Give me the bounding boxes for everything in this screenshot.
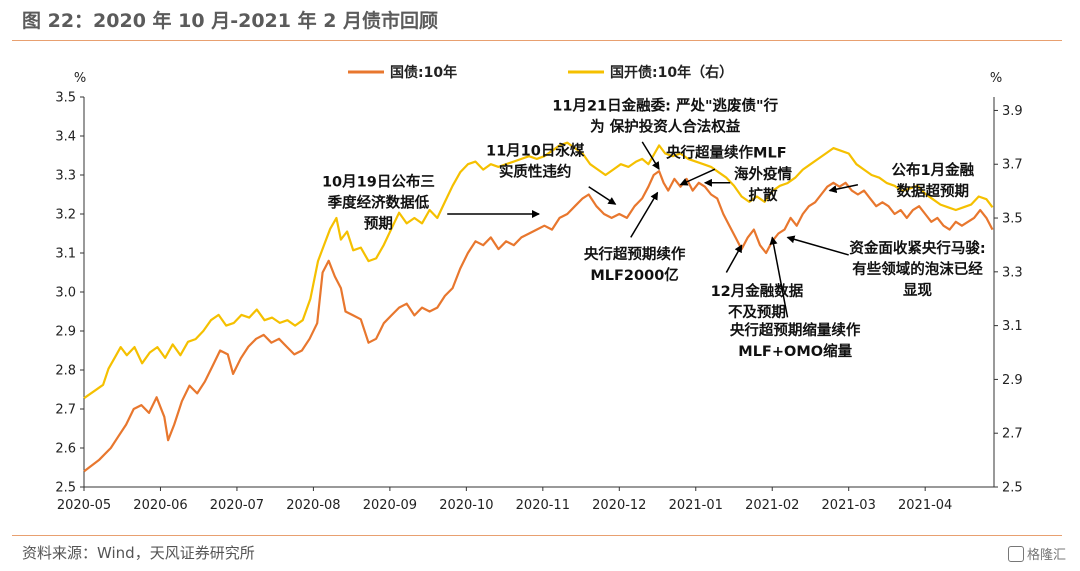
left-tick-label: 2.8 xyxy=(55,364,76,379)
annotation-text: 不及预期 xyxy=(728,303,786,321)
right-tick-label: 2.9 xyxy=(1002,373,1023,388)
annotation-arrow xyxy=(588,186,617,205)
annotation-arrow xyxy=(641,141,660,171)
legend-label: 国开债:10年（右） xyxy=(610,64,733,81)
chart-series xyxy=(83,141,994,473)
source-note: 资料来源：Wind，天风证券研究所 xyxy=(22,544,255,562)
series-line-cdb-10y xyxy=(83,141,994,400)
x-tick-label: 2020-07 xyxy=(210,498,264,513)
annotation-4: 央行超预期续作 MLF2000亿 xyxy=(584,191,686,284)
left-tick-label: 3.3 xyxy=(55,169,76,184)
x-tick-label: 2020-06 xyxy=(133,498,187,513)
annotation-text: 11月10日永煤 xyxy=(486,142,585,160)
chart-annotations: 11月21日金融委: 严处"逃废债"行为 保护投资人合法权益11月10日永煤实质… xyxy=(322,97,986,360)
annotation-text: 12月金融数据 xyxy=(711,282,804,300)
annotation-text: 央行超预期续作 xyxy=(584,245,686,263)
right-tick-label: 3.3 xyxy=(1002,265,1023,280)
right-axis-unit: % xyxy=(990,71,1002,86)
title-divider xyxy=(12,40,1062,41)
left-tick-label: 3.5 xyxy=(55,91,76,106)
right-tick-label: 2.5 xyxy=(1002,481,1023,496)
chart-axes: % % 2.5 2.6 2.7 2.8 2.9 3.0 3.1 3.2 3.3 3.4 3.5 2.5 2.… xyxy=(55,71,1022,513)
x-tick-label: 2020-11 xyxy=(516,498,570,513)
footer-divider xyxy=(12,535,1062,536)
left-tick-label: 2.7 xyxy=(55,403,76,418)
annotation-5: 央行超量续作MLF xyxy=(666,143,787,186)
left-tick-label: 3.0 xyxy=(55,286,76,301)
annotation-arrow xyxy=(725,244,743,273)
annotation-8: 央行超预期缩量续作 MLF+OMO缩量 xyxy=(730,236,861,360)
left-axis-unit: % xyxy=(74,71,86,86)
annotation-text: 实质性违约 xyxy=(499,163,572,181)
left-tick-label: 3.4 xyxy=(55,130,76,145)
chart-legend: 国债:10年 国开债:10年（右） xyxy=(348,64,733,81)
annotation-text: 为 保护投资人合法权益 xyxy=(590,118,741,136)
x-tick-label: 2021-04 xyxy=(898,498,952,513)
x-tick-label: 2021-02 xyxy=(745,498,799,513)
x-tick-label: 2021-03 xyxy=(822,498,876,513)
left-tick-label: 2.5 xyxy=(55,481,76,496)
annotation-arrow xyxy=(630,191,659,238)
annotation-arrow xyxy=(679,168,716,186)
annotation-text: 有些领域的泡沫已经 xyxy=(852,260,983,278)
annotation-text: 央行超量续作MLF xyxy=(666,143,787,161)
x-tick-label: 2020-05 xyxy=(57,498,111,513)
bond-yield-chart: % % 2.5 2.6 2.7 2.8 2.9 3.0 3.1 3.2 3.3 3.4 3.5 2.5 2.… xyxy=(55,64,1022,513)
left-tick-label: 3.2 xyxy=(55,208,76,223)
annotation-text: 预期 xyxy=(364,215,393,233)
legend-label: 国债:10年 xyxy=(390,64,457,81)
watermark: 格隆汇 xyxy=(1007,544,1066,563)
left-tick-label: 2.9 xyxy=(55,325,76,340)
annotation-text: 数据超预期 xyxy=(897,182,970,200)
figure-title: 图 22：2020 年 10 月-2021 年 2 月债市回顾 xyxy=(22,10,439,32)
annotation-text: 央行超预期缩量续作 xyxy=(730,321,861,339)
watermark-logo-icon xyxy=(1007,546,1024,562)
x-tick-label: 2021-01 xyxy=(669,498,723,513)
annotation-arrow xyxy=(769,236,789,318)
annotation-arrow xyxy=(828,184,859,194)
x-tick-label: 2020-12 xyxy=(592,498,646,513)
annotation-arrow xyxy=(786,235,849,256)
right-tick-label: 3.1 xyxy=(1002,319,1023,334)
annotation-1: 11月21日金融委: 严处"逃废债"行为 保护投资人合法权益 xyxy=(552,97,779,171)
annotation-text: 资金面收紧央行马骏: xyxy=(849,239,985,257)
x-tick-label: 2020-08 xyxy=(286,498,340,513)
right-tick-label: 3.9 xyxy=(1002,104,1023,119)
right-tick-label: 3.7 xyxy=(1002,158,1023,173)
annotation-text: 海外疫情 xyxy=(734,165,792,183)
annotation-text: 10月19日公布三 xyxy=(322,173,435,191)
annotation-text: MLF+OMO缩量 xyxy=(738,342,852,360)
left-tick-label: 2.6 xyxy=(55,442,76,457)
annotation-text: 公布1月金融 xyxy=(892,161,975,179)
annotation-text: MLF2000亿 xyxy=(590,266,678,284)
annotation-text: 11月21日金融委: 严处"逃废债"行 xyxy=(552,97,778,115)
annotation-text: 显现 xyxy=(903,282,932,299)
x-tick-label: 2020-09 xyxy=(363,498,417,513)
right-tick-label: 2.7 xyxy=(1002,427,1023,442)
right-tick-label: 3.5 xyxy=(1002,212,1023,227)
annotation-text: 季度经济数据低 xyxy=(328,194,430,212)
annotation-text: 扩散 xyxy=(749,186,778,204)
series-line-gov-10y xyxy=(83,170,994,473)
left-tick-label: 3.1 xyxy=(55,247,76,262)
watermark-text: 格隆汇 xyxy=(1026,548,1066,563)
x-tick-label: 2020-10 xyxy=(439,498,493,513)
